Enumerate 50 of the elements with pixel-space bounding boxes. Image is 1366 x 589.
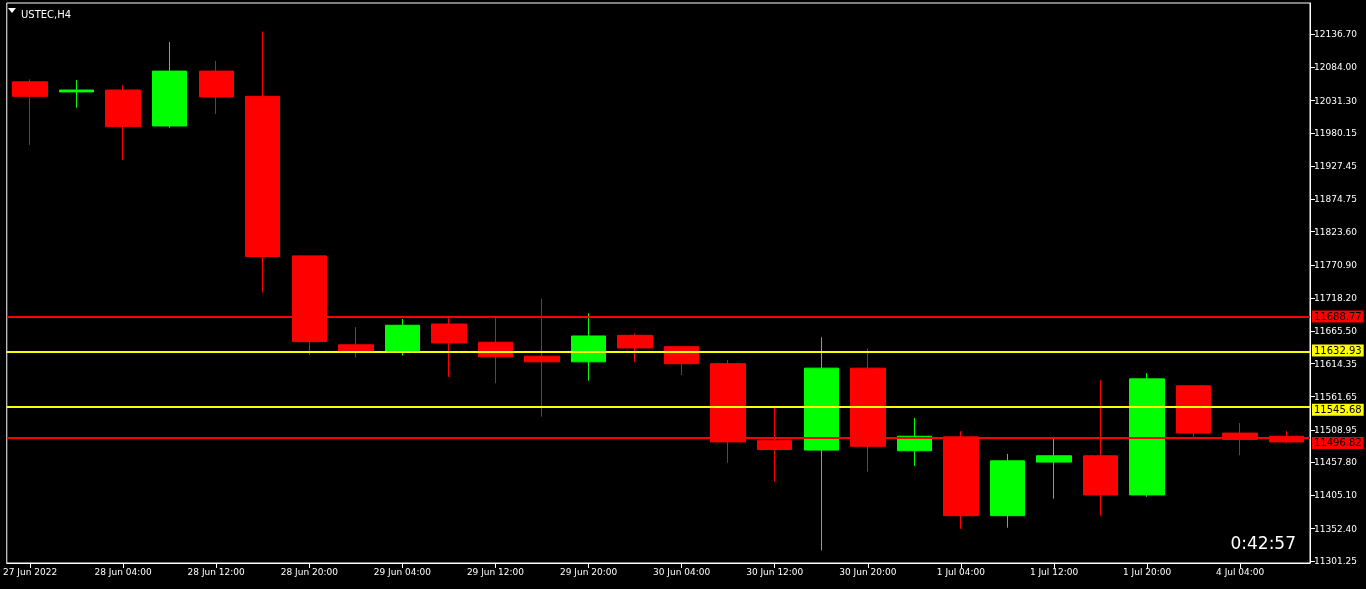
x-tick-label: 28 Jun 04:00 [94, 566, 152, 577]
y-tick-label: 11874.75 [1314, 194, 1357, 205]
ref-line-label: 11688.77 [1314, 311, 1362, 323]
y-tick-label: 12136.70 [1314, 29, 1358, 40]
candlestick [199, 60, 234, 115]
x-tick-label: 27 Jun 2022 [2, 566, 58, 577]
y-tick-label: 11457.80 [1314, 457, 1358, 468]
ref-line-label: 11632.93 [1314, 345, 1362, 356]
y-tick-label: 11770.90 [1314, 259, 1358, 270]
candlestick [59, 79, 94, 109]
candlestick [571, 312, 606, 382]
candlestick [617, 332, 653, 363]
candlestick [152, 41, 187, 129]
annotation: 0:42:57 [1230, 532, 1297, 553]
y-tick-label: 11823.60 [1314, 226, 1358, 237]
text: USTEC,H4 [21, 8, 72, 20]
candlestick [12, 78, 48, 146]
x-tick-label: 1 Jul 12:00 [1029, 566, 1079, 577]
candlestick [105, 84, 141, 161]
x-tick-label: 1 Jul 04:00 [936, 566, 986, 577]
x-tick-label: 29 Jun 20:00 [559, 566, 618, 577]
y-tick-label: 11665.50 [1314, 326, 1358, 337]
y-tick-label: 11352.40 [1314, 523, 1358, 534]
x-tick-label: 4 Jul 04:00 [1216, 566, 1265, 577]
y-tick-label: 11561.65 [1314, 391, 1357, 402]
candlestick [804, 336, 839, 551]
y-tick-label: 11301.25 [1314, 555, 1357, 566]
x-tick-label: 29 Jun 04:00 [373, 566, 432, 577]
y-tick-label: 11927.45 [1314, 161, 1357, 172]
candlestick [245, 30, 280, 293]
y-tick-label: 11405.10 [1314, 490, 1358, 501]
y-tick-label: 11980.15 [1314, 127, 1357, 138]
ref-line-label: 11496.82 [1314, 437, 1362, 449]
candlestick [385, 318, 420, 357]
x-tick-label: 30 Jun 12:00 [746, 566, 804, 577]
candlestick [990, 453, 1025, 529]
x-tick-label: 28 Jun 12:00 [187, 566, 246, 577]
ref-line-label: 11545.68 [1314, 404, 1362, 416]
y-tick-label: 11508.95 [1314, 424, 1357, 435]
y-tick-label: 11614.35 [1314, 358, 1357, 369]
candlestick [1036, 436, 1072, 500]
x-tick-label: 1 Jul 20:00 [1122, 566, 1172, 577]
x-tick-label: 30 Jun 20:00 [839, 566, 897, 577]
y-tick-label: 12084.00 [1314, 62, 1358, 73]
x-tick-label: 29 Jun 12:00 [466, 566, 525, 577]
y-tick-label: 11718.20 [1314, 293, 1358, 304]
x-tick-label: 30 Jun 04:00 [653, 566, 711, 577]
candlestick [1129, 372, 1165, 498]
y-tick-label: 12031.30 [1314, 95, 1358, 106]
x-tick-label: 28 Jun 20:00 [280, 566, 339, 577]
